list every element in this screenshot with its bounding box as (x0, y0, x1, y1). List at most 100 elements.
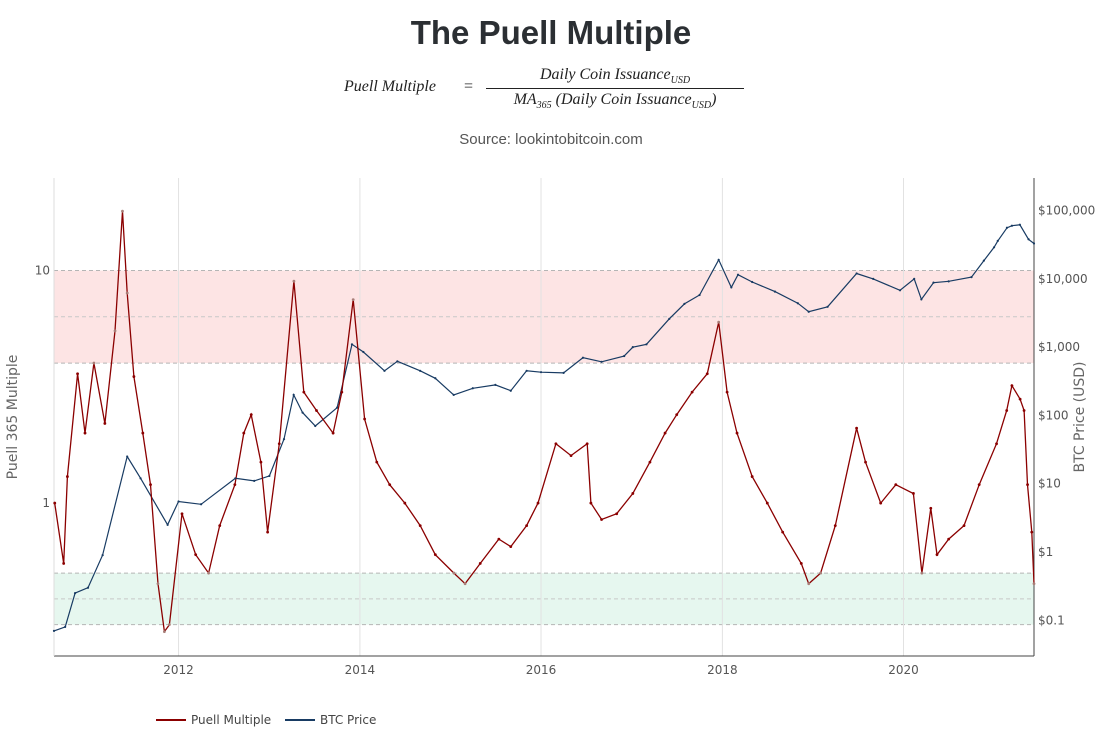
puell-point (53, 501, 57, 505)
puell-point (478, 562, 482, 565)
puell-point (233, 483, 237, 487)
puell-point (600, 518, 603, 521)
btc-point (253, 479, 256, 482)
y-left-tick-1: 1 (42, 496, 50, 510)
puell-point (912, 492, 915, 495)
btc-point (1027, 238, 1030, 241)
btc-point (64, 625, 67, 629)
btc-point (200, 503, 203, 506)
puell-point (180, 512, 184, 516)
puell-point (929, 506, 933, 510)
btc-point (1018, 223, 1021, 226)
puell-point (242, 431, 246, 435)
btc-point (698, 293, 701, 297)
puell-point (995, 442, 998, 446)
puell-point (615, 512, 619, 516)
puell-point (1010, 384, 1014, 388)
puell-point (879, 501, 883, 505)
puell-point (292, 279, 296, 283)
puell-point (363, 417, 367, 421)
puell-point (585, 442, 589, 446)
puell-point (156, 582, 160, 586)
puell-chart[interactable]: 2012 2014 2016 2018 2020 1 10 $0.1 $1 $10 $100 $1,0… (0, 165, 1102, 710)
puell-point (388, 483, 392, 487)
btc-point (471, 387, 474, 390)
formula-fraction-bar (486, 88, 744, 89)
puell-point (375, 460, 379, 464)
btc-point (581, 356, 585, 359)
formula-numerator: Daily Coin IssuanceUSD (539, 66, 691, 87)
legend-item-btc[interactable]: BTC Price (285, 713, 376, 727)
puell-point (141, 431, 145, 435)
btc-point (494, 383, 497, 387)
legend[interactable]: Puell Multiple BTC Price (156, 710, 386, 727)
puell-point (1032, 582, 1036, 586)
puell-point (920, 571, 924, 575)
puell-multiple-line (54, 211, 1035, 634)
puell-point (947, 537, 951, 541)
btc-point (292, 393, 295, 396)
btc-point (807, 310, 810, 313)
puell-point (266, 530, 270, 534)
puell-point (663, 431, 667, 435)
source-text: Source: lookintobitcoin.com (459, 131, 643, 148)
puell-point (433, 553, 437, 557)
btc-point (126, 455, 129, 458)
btc-point (52, 629, 56, 632)
btc-point (796, 302, 799, 305)
puell-point (1022, 409, 1026, 412)
puell-point (833, 524, 837, 528)
puell-point (277, 442, 281, 446)
puell-point (799, 562, 803, 565)
btc-point (855, 272, 858, 275)
btc-point (947, 280, 950, 283)
puell-point (65, 475, 69, 478)
btc-point (539, 371, 543, 374)
puell-point (525, 524, 529, 528)
puell-point (717, 320, 721, 324)
puell-point (569, 454, 573, 458)
btc-point (913, 277, 916, 280)
btc-point (383, 369, 386, 372)
puell-point (589, 501, 593, 505)
btc-point (992, 246, 996, 249)
puell-point (113, 329, 117, 333)
btc-point (623, 354, 626, 358)
btc-point (419, 369, 422, 372)
formula-equals: = (464, 78, 474, 95)
puell-point (351, 298, 355, 301)
btc-point (562, 371, 565, 374)
puell-point (781, 530, 785, 534)
puell-point (167, 623, 171, 627)
puell-point (855, 426, 859, 430)
btc-point (826, 305, 829, 308)
puell-point (750, 475, 754, 478)
puell-point (735, 431, 739, 435)
btc-point (350, 343, 354, 346)
legend-item-puell[interactable]: Puell Multiple (156, 713, 271, 727)
btc-point (166, 523, 169, 526)
btc-point (1032, 242, 1036, 245)
x-tick-label-2012: 2012 (163, 663, 194, 677)
puell-point (163, 630, 166, 634)
btc-point (773, 290, 777, 293)
btc-point (683, 302, 686, 305)
btc-point (1005, 226, 1009, 229)
puell-point (218, 524, 222, 528)
y-left-axis-title: Puell 365 Multiple (5, 355, 21, 480)
y-right-tick-1: $1 (1038, 545, 1053, 559)
btc-point (970, 276, 973, 279)
legend-label-puell: Puell Multiple (191, 713, 272, 727)
btc-point (872, 277, 875, 280)
btc-point (600, 360, 603, 363)
puell-point (1005, 409, 1009, 412)
puell-point (725, 390, 729, 394)
btc-point (362, 350, 365, 354)
btc-point (982, 259, 985, 262)
puell-point (418, 524, 422, 528)
btc-point (139, 477, 142, 480)
btc-point (525, 369, 528, 372)
btc-point (668, 317, 671, 320)
puell-point (149, 483, 152, 487)
puell-point (92, 361, 96, 365)
